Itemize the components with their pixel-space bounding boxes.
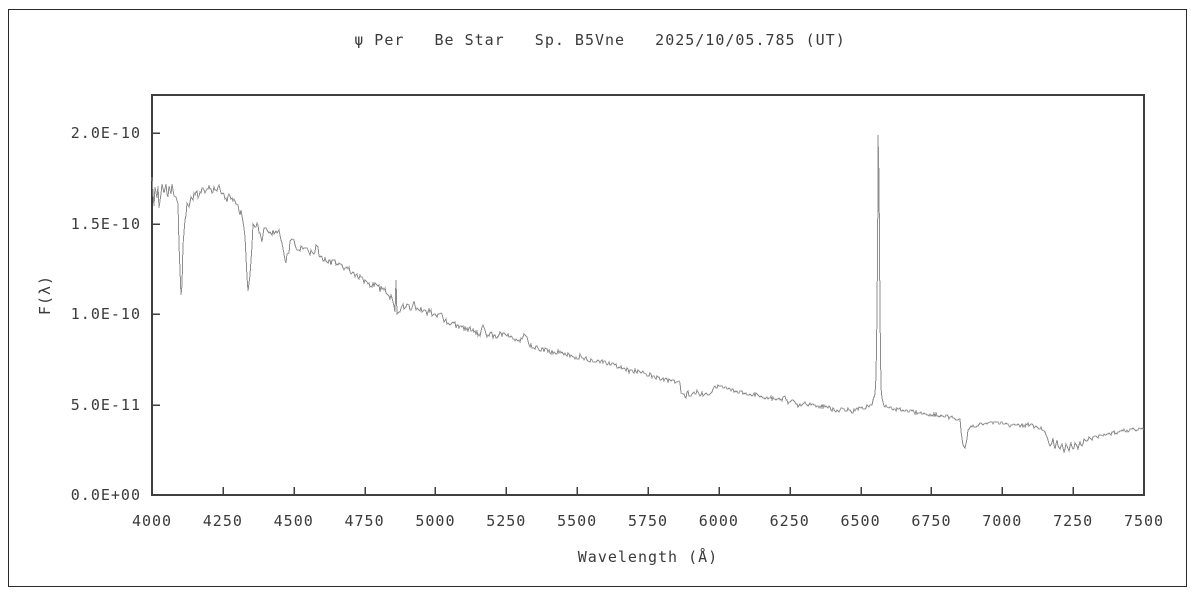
y-tick-label: 5.0E-11 [70, 395, 141, 414]
x-tick-label: 5750 [627, 512, 669, 530]
x-tick-label: 5000 [415, 512, 456, 530]
x-tick-label: 4250 [202, 512, 243, 530]
image-border [8, 9, 1187, 587]
y-tick-label: 2.0E-10 [70, 124, 141, 142]
x-tick-label: 6500 [840, 512, 881, 530]
x-tick-label: 5250 [486, 512, 527, 530]
y-tick-label: 0.0E+00 [70, 486, 141, 504]
x-tick-label: 6000 [698, 512, 739, 530]
x-tick-label: 4750 [344, 512, 385, 530]
x-tick-label: 6250 [769, 512, 810, 530]
spectrum-line [151, 134, 1144, 454]
x-tick-label: 5500 [557, 512, 598, 530]
x-tick-label: 7500 [1123, 512, 1165, 530]
chart-title: ψ Per Be Star Sp. B5Vne 2025/10/05.785 (… [354, 31, 846, 49]
x-tick-label: 4500 [273, 512, 314, 530]
y-tick-label: 1.0E-10 [70, 305, 141, 323]
y-tick-label: 1.5E-10 [70, 214, 141, 233]
x-tick-label: 4000 [131, 512, 173, 530]
x-axis-label: Wavelength (Å) [577, 548, 719, 566]
plot-frame [151, 94, 1145, 496]
x-tick-label: 7000 [982, 512, 1023, 530]
x-tick-label: 6750 [911, 512, 952, 530]
x-tick-label: 7250 [1053, 512, 1094, 530]
